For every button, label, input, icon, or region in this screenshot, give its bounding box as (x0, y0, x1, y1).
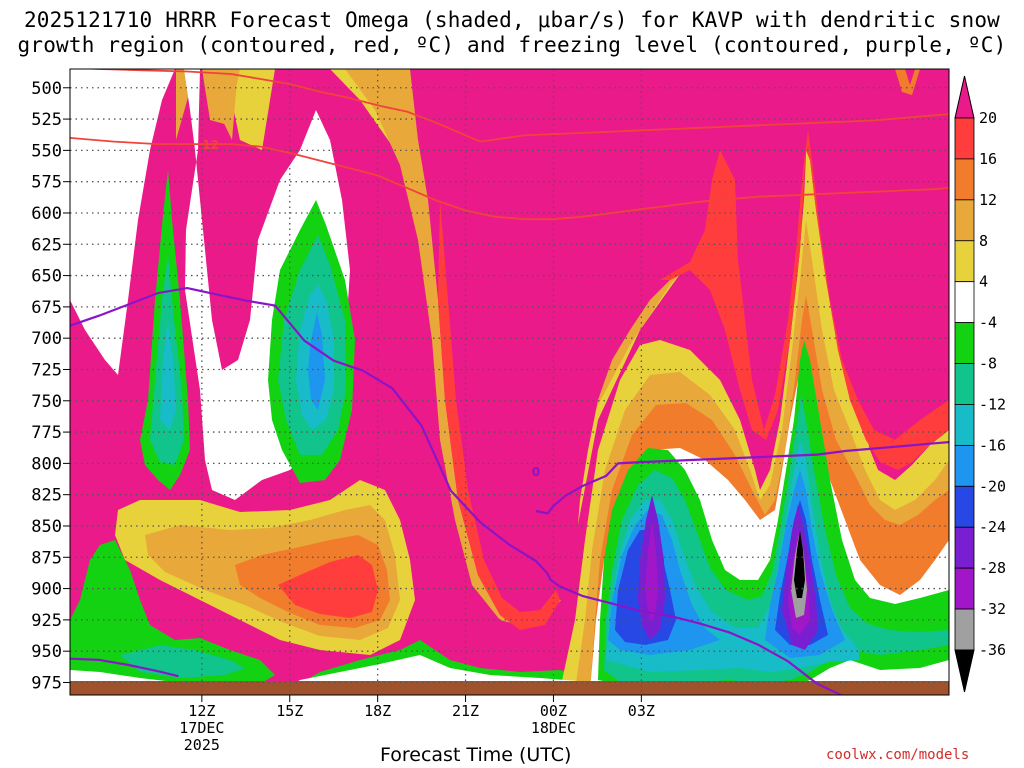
colorbar-bin (954, 404, 975, 446)
colorbar-level-label: -8 (979, 355, 997, 373)
x-tick-label: 00Z (540, 702, 567, 720)
x-tick-label: 03Z (628, 702, 655, 720)
omega-region-minus28-32-a (645, 520, 658, 622)
colorbar-bin (954, 363, 975, 405)
omega-region-12-16-topright (895, 69, 920, 95)
chart-title-line-2: growth region (contoured, red, ºC) and f… (17, 33, 1007, 57)
colorbar-level-label: 16 (979, 150, 997, 168)
x-tick-label: 15Z (276, 702, 303, 720)
y-tick-label: 800 (31, 454, 62, 474)
y-tick-label: 725 (31, 360, 62, 380)
omega-region-16-20-mid (278, 555, 378, 618)
y-tick-label: 500 (31, 79, 62, 99)
colorbar-bin (954, 117, 975, 160)
colorbar-bin (954, 199, 975, 242)
x-tick-label: 12Z (188, 702, 215, 720)
y-tick-label: 700 (31, 329, 62, 349)
omega-region-minus16-20-b (308, 312, 325, 410)
y-tick-label: 825 (31, 486, 62, 506)
colorbar-level-label: -12 (979, 395, 1006, 413)
freezing-level-line (70, 657, 179, 678)
y-tick-label: 575 (31, 173, 62, 193)
colorbar-level-label: -28 (979, 559, 1006, 577)
x-tick-label: 18Z (364, 702, 391, 720)
x-tick-label: 2025 (184, 736, 220, 754)
y-tick-label: 875 (31, 548, 62, 568)
colorbar-level-label: -4 (979, 314, 997, 332)
colorbar-level-label: 12 (979, 191, 997, 209)
colorbar-bin (954, 281, 975, 324)
x-tick-label: 21Z (452, 702, 479, 720)
contour-labels: 12 0 (202, 138, 540, 479)
y-tick-label: 750 (31, 392, 62, 412)
colorbar-bin (954, 322, 975, 364)
colorbar-level-label: -32 (979, 600, 1006, 618)
omega-region-minus4-8-lowleft (70, 540, 275, 695)
plot-area (70, 69, 949, 695)
dendritic-contour-line (78, 69, 949, 143)
y-tick-label: 650 (31, 267, 62, 287)
colorbar-level-label: 4 (979, 273, 988, 291)
y-tick-label: 950 (31, 642, 62, 662)
y-axis: 500 525 550 575 600 625 650 675 700 725 750 775 800 8… (31, 79, 70, 693)
colorbar-level-label: 8 (979, 232, 988, 250)
freezing-level-line (535, 441, 949, 515)
omega-region-minus12-16-a (160, 320, 176, 430)
colorbar-bin (954, 567, 975, 610)
colorbar-bin (954, 240, 975, 283)
omega-region-16-20-centre (438, 200, 560, 630)
freezing-level-label: 0 (532, 465, 540, 479)
colorbar-bin (954, 526, 975, 569)
x-axis-title: Forecast Time (UTC) (380, 744, 572, 766)
contour-lines (70, 69, 949, 695)
y-tick-label: 550 (31, 141, 62, 161)
y-tick-label: 850 (31, 517, 62, 537)
credit-link[interactable]: coolwx.com/models (826, 747, 970, 763)
y-tick-label: 975 (31, 673, 62, 693)
y-tick-label: 600 (31, 204, 62, 224)
colorbar-bin (954, 444, 975, 487)
colorbar-bin (954, 485, 975, 528)
colorbar-level-label: 20 (979, 109, 997, 127)
x-tick-label: 17DEC (179, 719, 224, 737)
colorbar: 20 16 12 8 4 -4 -8 -12 -16 -20 -24 -28 -32 -36 (954, 75, 1006, 693)
omega-region-16-20-right (660, 130, 949, 470)
omega-region-lt-minus36 (794, 530, 805, 598)
y-tick-label: 900 (31, 580, 62, 600)
y-tick-label: 775 (31, 423, 62, 443)
colorbar-under-arrow (954, 649, 975, 693)
plot-frame (69, 68, 950, 696)
dendritic-contour-line (70, 137, 949, 221)
colorbar-level-label: -36 (979, 641, 1006, 659)
dendritic-contour-label: 12 (202, 138, 219, 152)
chart-title-line-1: 2025121710 HRRR Forecast Omega (shaded, … (23, 8, 1001, 32)
colorbar-level-label: -16 (979, 436, 1006, 454)
y-tick-label: 625 (31, 235, 62, 255)
y-tick-label: 525 (31, 110, 62, 130)
colorbar-over-arrow (954, 75, 975, 119)
x-tick-label: 18DEC (531, 719, 576, 737)
y-tick-label: 675 (31, 298, 62, 318)
y-tick-label: 925 (31, 611, 62, 631)
grid-lines (70, 69, 949, 695)
omega-shading (70, 69, 949, 695)
colorbar-level-label: -24 (979, 518, 1006, 536)
colorbar-level-label: -20 (979, 477, 1006, 495)
freezing-level-line (70, 287, 844, 695)
omega-region-gt20-main (410, 69, 949, 630)
colorbar-bin (954, 158, 975, 201)
colorbar-bin (954, 608, 975, 651)
